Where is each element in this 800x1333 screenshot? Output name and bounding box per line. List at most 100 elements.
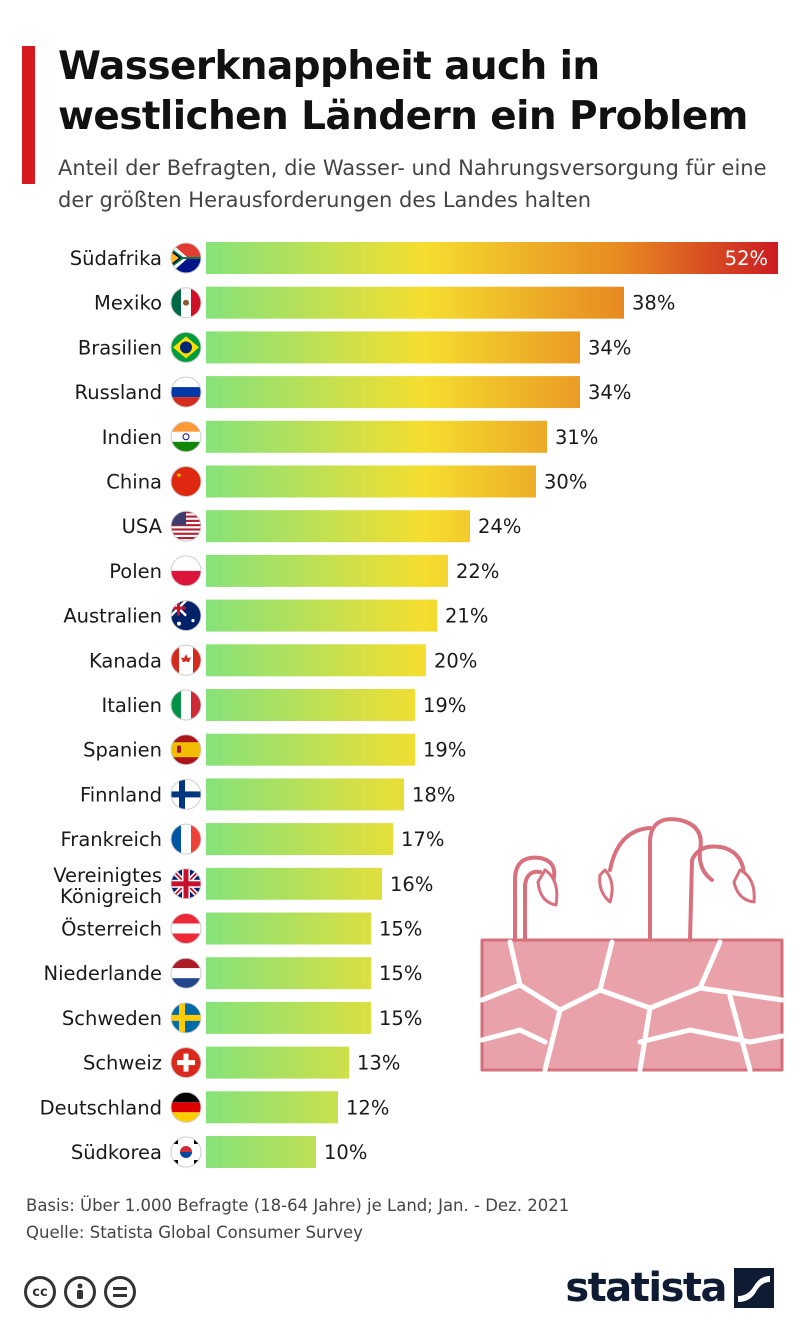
bar-19: [206, 1046, 349, 1079]
value-label-2: 38%: [632, 292, 675, 315]
bar-9: [206, 599, 437, 632]
bar-14: [206, 823, 393, 856]
basis-note: Basis: Über 1.000 Befragte (18-64 Jahre)…: [26, 1196, 570, 1215]
flag-icon-za: [170, 242, 202, 274]
bar-3: [206, 331, 580, 364]
flag-icon-au: [170, 600, 202, 632]
bar-8: [206, 554, 448, 587]
category-label-6: China: [106, 471, 162, 494]
bar-16: [206, 912, 371, 945]
category-label-3: Brasilien: [78, 336, 162, 359]
category-label-2: Mexiko: [94, 292, 162, 315]
value-label-5: 31%: [555, 426, 598, 449]
page-title: Wasserknappheit auch in westlichen Lände…: [58, 44, 748, 139]
brand-name: statista: [565, 1265, 727, 1311]
flag-icon-nl: [170, 957, 202, 989]
value-label-1: 52%: [725, 247, 768, 270]
bar-21: [206, 1136, 316, 1168]
flag-icon-pl: [170, 555, 202, 587]
page-subtitle: Anteil der Befragten, die Wasser- und Na…: [58, 156, 767, 212]
value-label-12: 19%: [423, 739, 466, 762]
value-label-13: 18%: [412, 783, 455, 806]
cc-icon[interactable]: cc: [24, 1276, 56, 1308]
value-label-15: 16%: [390, 873, 433, 896]
flag-icon-se: [170, 1002, 202, 1034]
statista-logo[interactable]: statista: [565, 1264, 774, 1312]
bar-1: [206, 242, 778, 274]
flag-icon-ca: [170, 644, 202, 676]
bar-chart: Südafrika 52% Mexiko 38% Brasilien 34% Russlan…: [40, 242, 785, 1168]
dry-soil-sprouts-icon: [479, 817, 785, 1073]
bar-11: [206, 689, 415, 721]
category-label-16: Österreich: [61, 918, 162, 941]
category-label-1: Südafrika: [70, 247, 162, 270]
flags-layer: [170, 242, 202, 1168]
value-label-3: 34%: [588, 336, 631, 359]
category-label-11: Italien: [101, 694, 162, 717]
value-label-14: 17%: [401, 828, 444, 851]
flag-icon-br: [170, 331, 202, 363]
category-label-5: Indien: [102, 426, 162, 449]
category-label-17: Niederlande: [44, 962, 163, 985]
flag-icon-ch: [170, 1047, 202, 1079]
value-label-21: 10%: [324, 1141, 367, 1164]
value-label-4: 34%: [588, 381, 631, 404]
value-label-20: 12%: [346, 1096, 389, 1119]
flag-icon-es: [170, 734, 202, 766]
statista-logo-icon: [734, 1268, 774, 1308]
flag-icon-gb: [170, 868, 202, 900]
category-label-8: Polen: [109, 560, 162, 583]
by-icon[interactable]: [64, 1276, 96, 1308]
bar-13: [206, 778, 404, 811]
category-label-21: Südkorea: [71, 1141, 162, 1164]
flag-icon-mx: [170, 287, 202, 319]
bar-4: [206, 376, 580, 409]
value-label-7: 24%: [478, 515, 521, 538]
value-label-19: 13%: [357, 1052, 400, 1075]
category-label-4: Russland: [75, 381, 162, 404]
labels-layer: Südafrika 52% Mexiko 38% Brasilien 34% Russlan…: [40, 247, 768, 1164]
flag-icon-fr: [170, 823, 202, 855]
flag-icon-in: [170, 421, 202, 453]
bars-layer: [206, 242, 778, 1168]
category-label-18: Schweden: [62, 1007, 162, 1030]
category-label-15: Vereinigtes Königreich: [53, 864, 162, 908]
value-label-10: 20%: [434, 649, 477, 672]
value-label-16: 15%: [379, 918, 422, 941]
flag-icon-kr: [170, 1136, 202, 1168]
value-label-9: 21%: [445, 605, 488, 628]
value-label-8: 22%: [456, 560, 499, 583]
category-label-20: Deutschland: [40, 1096, 162, 1119]
value-label-17: 15%: [379, 962, 422, 985]
bar-12: [206, 733, 415, 766]
value-label-11: 19%: [423, 694, 466, 717]
category-label-19: Schweiz: [83, 1052, 162, 1075]
category-label-14: Frankreich: [61, 828, 163, 851]
flag-icon-ru: [170, 376, 202, 408]
category-label-10: Kanada: [89, 649, 162, 672]
bar-17: [206, 957, 371, 990]
nd-icon[interactable]: [104, 1276, 136, 1308]
license-icons: cc: [24, 1276, 136, 1308]
flag-icon-de: [170, 1091, 202, 1123]
bar-20: [206, 1091, 338, 1124]
flag-icon-fi: [170, 778, 202, 810]
bar-6: [206, 465, 536, 498]
bar-10: [206, 644, 426, 677]
bar-5: [206, 420, 547, 453]
flag-icon-at: [170, 913, 202, 944]
flag-icon-us: [170, 510, 202, 542]
bar-18: [206, 1001, 371, 1034]
category-label-7: USA: [122, 515, 163, 538]
category-label-13: Finnland: [80, 783, 162, 806]
source-note: Quelle: Statista Global Consumer Survey: [26, 1223, 363, 1242]
flag-icon-cn: [170, 466, 202, 497]
category-label-12: Spanien: [83, 739, 162, 762]
bar-15: [206, 867, 382, 900]
title-accent-bar: [22, 46, 35, 184]
value-label-6: 30%: [544, 471, 587, 494]
bar-2: [206, 286, 624, 319]
value-label-18: 15%: [379, 1007, 422, 1030]
flag-icon-it: [170, 689, 202, 721]
bar-7: [206, 510, 470, 543]
